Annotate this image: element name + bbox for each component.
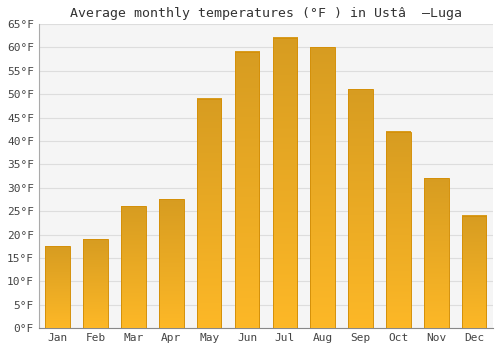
Bar bbox=[197, 99, 222, 328]
Bar bbox=[121, 206, 146, 328]
Bar bbox=[348, 90, 373, 328]
Bar bbox=[234, 52, 260, 328]
Title: Average monthly temperatures (°F ) in Ustâ  –Luga: Average monthly temperatures (°F ) in Us… bbox=[70, 7, 462, 20]
Bar bbox=[310, 47, 335, 328]
Bar bbox=[424, 178, 448, 328]
Bar bbox=[84, 239, 108, 328]
Bar bbox=[272, 38, 297, 328]
Bar bbox=[462, 216, 486, 328]
Bar bbox=[159, 199, 184, 328]
Bar bbox=[46, 246, 70, 328]
Bar bbox=[386, 132, 410, 328]
